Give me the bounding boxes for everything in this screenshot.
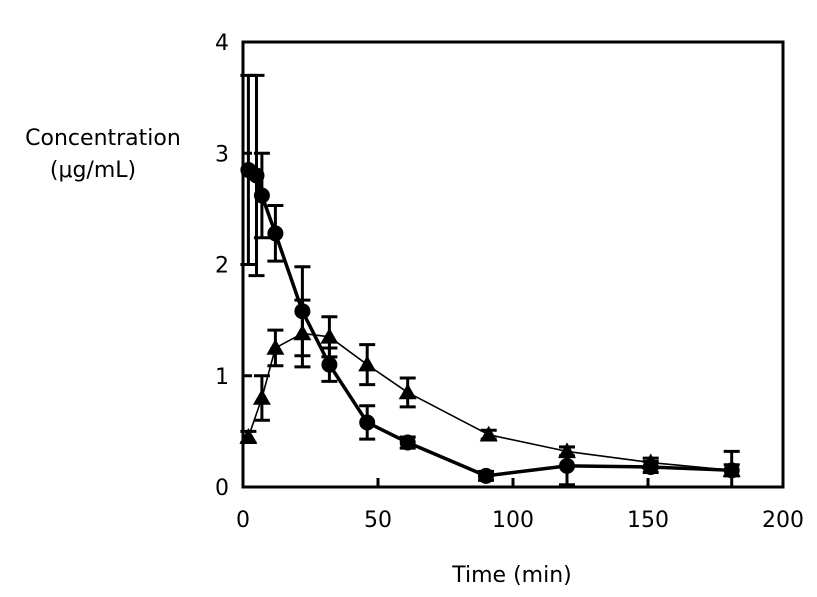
data-point-triangle [398, 383, 417, 400]
data-point-circle [359, 414, 376, 431]
data-point-triangle [293, 324, 312, 341]
data-point-circle [559, 457, 575, 474]
data-point-circle [253, 187, 270, 204]
y-tick-label: 2 [215, 254, 229, 279]
axis-titles: Concentration (μg/mL) Time (min) [25, 126, 572, 588]
y-axis-title-line-2: (μg/mL) [50, 158, 136, 183]
plot-frame [241, 40, 785, 489]
plot-area [241, 40, 785, 489]
y-tick-label: 0 [215, 476, 229, 501]
data-point-triangle [320, 327, 339, 344]
y-tick-label: 1 [215, 365, 229, 390]
x-axis-title: Time (min) [451, 563, 572, 588]
data-point-circle [399, 434, 416, 451]
data-point-triangle [252, 389, 271, 405]
data-point-triangle [358, 355, 377, 372]
x-tick-label: 200 [762, 508, 804, 533]
data-point-triangle [266, 338, 285, 355]
data-point-circle [321, 356, 338, 373]
data-point-triangle [479, 425, 498, 442]
data-point-triangle [239, 427, 258, 444]
series-2-line [247, 332, 732, 472]
data-point-triangle [722, 461, 741, 478]
series-layer [239, 73, 741, 489]
y-tick-label: 4 [215, 31, 229, 56]
axes: 0 1 2 3 4 0 50 100 150 200 [215, 31, 804, 533]
data-point-triangle [641, 453, 660, 470]
data-point-triangle [558, 442, 576, 459]
y-axis-title-line-1: Concentration [25, 126, 181, 151]
data-point-circle [267, 225, 284, 242]
series-2 [239, 298, 741, 478]
data-point-circle [478, 467, 494, 484]
y-tick-label: 3 [215, 142, 229, 167]
x-tick-label: 0 [236, 508, 250, 533]
x-tick-label: 100 [492, 508, 534, 533]
series-1 [240, 73, 740, 489]
x-tick-label: 50 [364, 508, 392, 533]
x-tick-label: 150 [627, 508, 669, 533]
data-point-circle [248, 167, 265, 184]
